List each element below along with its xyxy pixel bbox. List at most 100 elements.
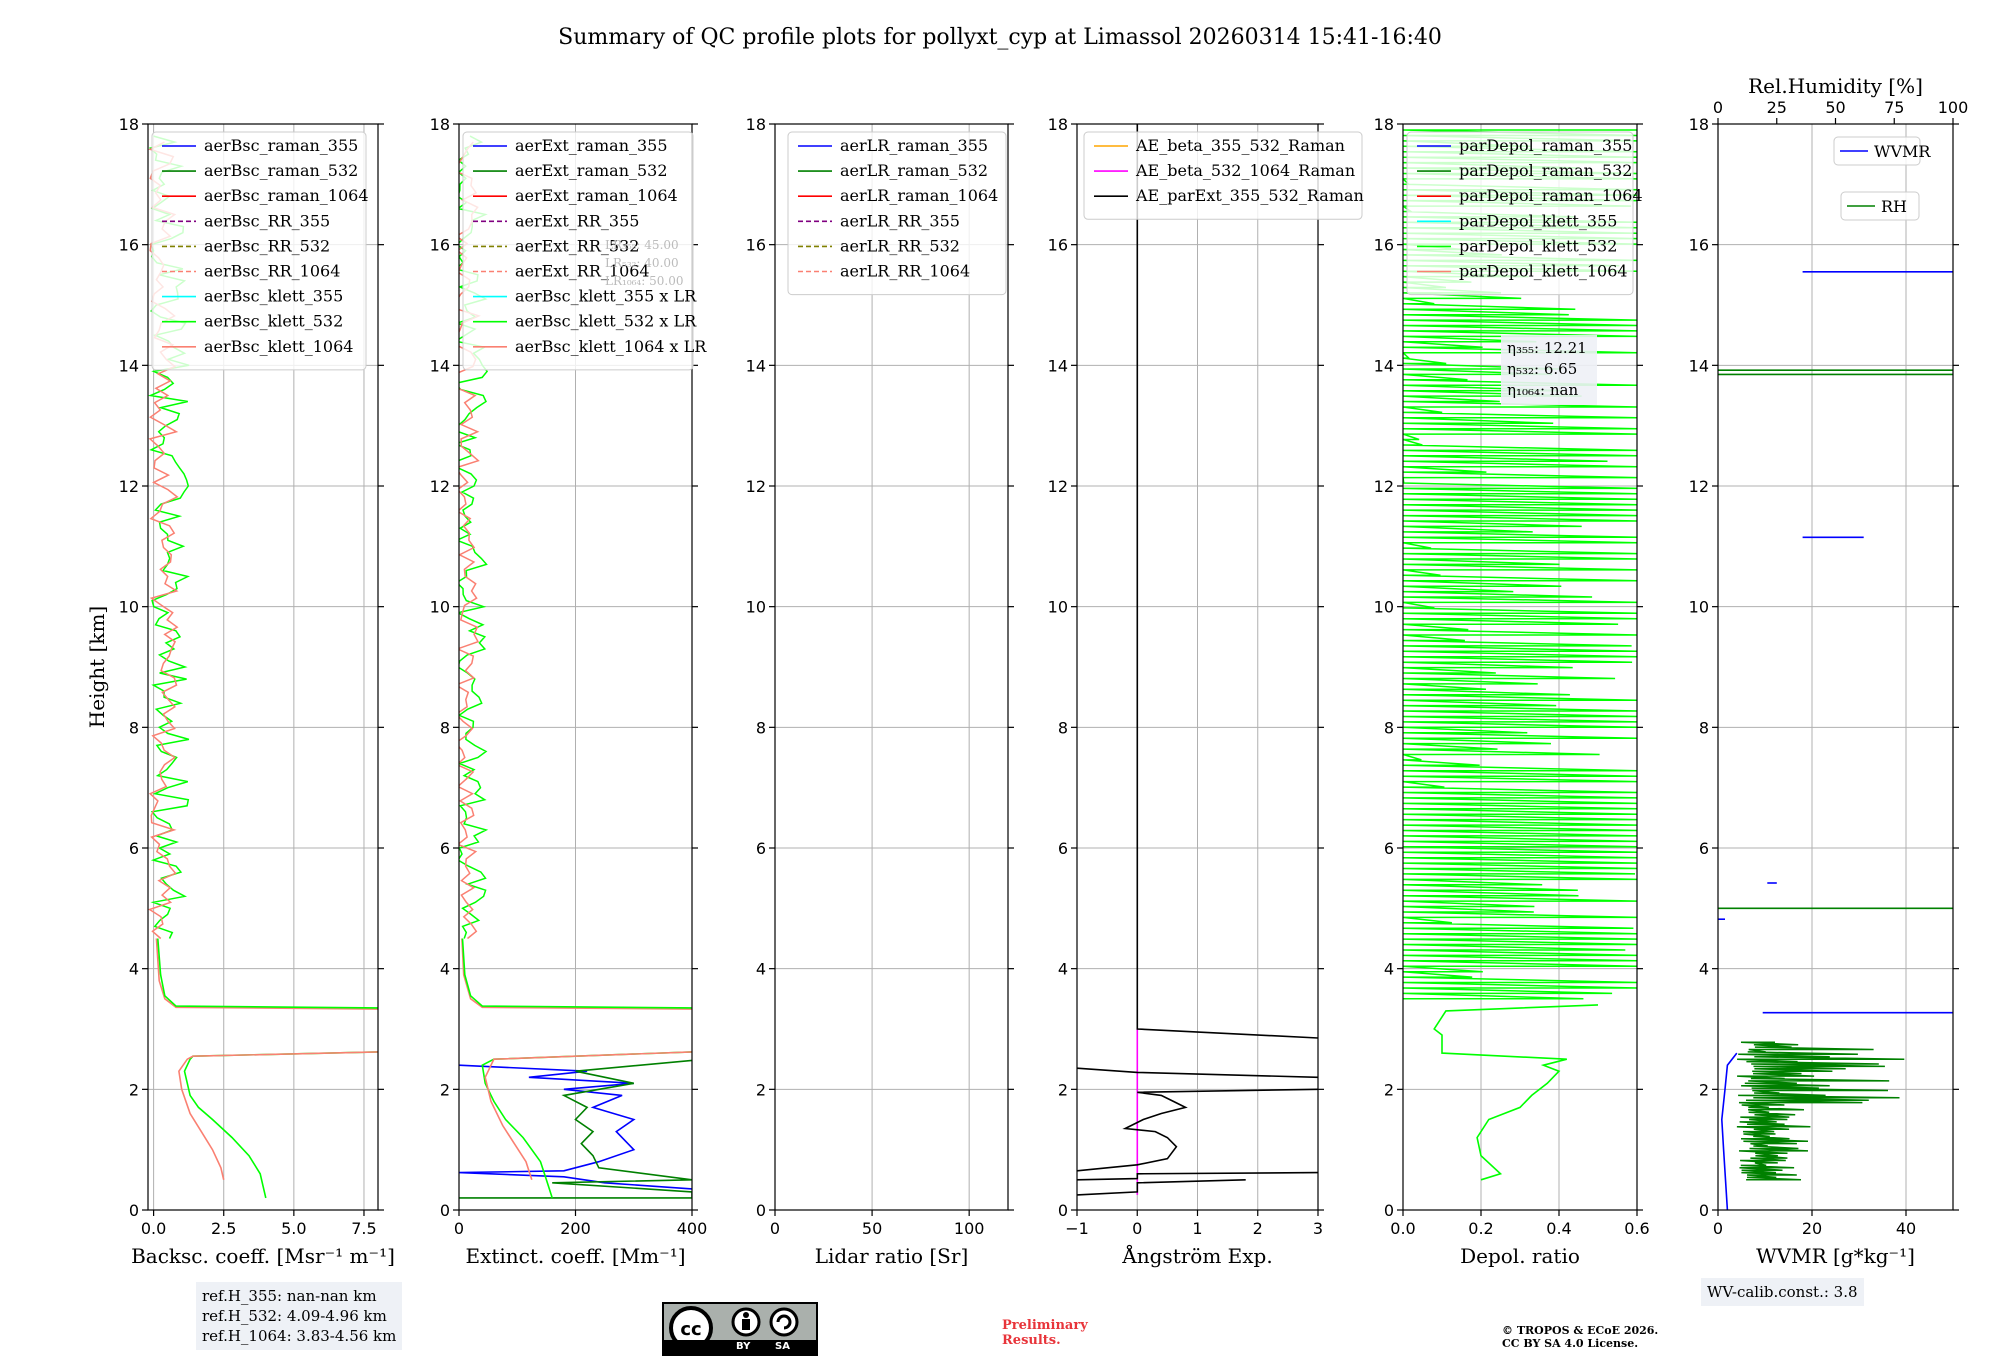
legend-label: aerBsc_raman_1064 xyxy=(204,186,369,205)
rh-profile xyxy=(1736,1041,1905,1181)
x-tick-label: 2.5 xyxy=(211,1219,236,1238)
legend-label: aerBsc_klett_355 x LR xyxy=(515,287,697,306)
legend-label: aerBsc_raman_355 xyxy=(204,136,358,155)
legend-label: parDepol_raman_1064 xyxy=(1459,186,1643,205)
legend-label: WVMR xyxy=(1874,142,1931,161)
y-tick-label: 8 xyxy=(1058,718,1068,737)
cc-icon: cc xyxy=(669,1306,799,1350)
y-tick-label: 6 xyxy=(1058,839,1068,858)
plot-area xyxy=(1718,124,1953,1210)
legend-label: aerBsc_raman_532 xyxy=(204,161,358,180)
legend-label: aerLR_raman_532 xyxy=(840,161,988,180)
eta-annotation: η₃₅₅: 12.21 xyxy=(1507,339,1587,357)
top-axis-label: Rel.Humidity [%] xyxy=(1748,74,1923,98)
x-tick-label: 200 xyxy=(560,1219,591,1238)
y-tick-label: 10 xyxy=(119,598,139,617)
legend-label: aerExt_RR_532 xyxy=(515,236,639,255)
series-aerExt_raman_532 xyxy=(459,1059,692,1199)
panel-frame xyxy=(1402,123,1638,1211)
x-tick-label: −1 xyxy=(1065,1219,1089,1238)
y-tick-label: 0 xyxy=(1384,1201,1394,1220)
y-tick-label: 6 xyxy=(1699,839,1709,858)
series-AE_parExt_355_532_Raman_d xyxy=(1077,1067,1318,1079)
legend-label: aerExt_RR_1064 xyxy=(515,262,650,281)
svg-text:cc: cc xyxy=(680,1319,701,1340)
y-tick-label: 18 xyxy=(119,115,139,134)
series-aerExt_raman_355 xyxy=(459,1064,692,1190)
y-tick-label: 18 xyxy=(430,115,450,134)
x-tick-label: 0 xyxy=(454,1219,464,1238)
y-tick-label: 2 xyxy=(1058,1080,1068,1099)
y-tick-label: 14 xyxy=(430,356,450,375)
x-tick-label: 0 xyxy=(1132,1219,1142,1238)
panel-depol: 0 2 4 6 8 10 12 14 16 18 0.0 0.2 0.4 0.6 Depol. ratio p… xyxy=(1374,115,1650,1268)
copyright-note: © TROPOS & ECoE 2026. CC BY SA 4.0 Licen… xyxy=(1502,1324,1658,1350)
y-tick-label: 2 xyxy=(129,1080,139,1099)
y-tick-label: 16 xyxy=(1048,236,1068,255)
panel-frame xyxy=(774,123,1009,1211)
series-aerBsc_klett_1064_upper xyxy=(155,938,378,1010)
plot-area xyxy=(1077,124,1318,1210)
top-tick-label: 25 xyxy=(1767,98,1787,117)
y-tick-label: 2 xyxy=(756,1080,766,1099)
legend-label: aerLR_RR_532 xyxy=(840,236,960,255)
ref-h-355: ref.H_355: nan-nan km xyxy=(202,1287,377,1305)
legend-label: aerBsc_RR_532 xyxy=(204,236,330,255)
plot-area xyxy=(1403,124,1637,1210)
y-tick-label: 0 xyxy=(1058,1201,1068,1220)
y-tick-label: 18 xyxy=(746,115,766,134)
legend-label: aerLR_raman_1064 xyxy=(840,186,998,205)
y-tick-label: 16 xyxy=(1689,236,1709,255)
x-tick-label: 0 xyxy=(770,1219,780,1238)
series-AE_parExt_355_532_Raman_e xyxy=(1136,124,1318,1039)
y-tick-label: 16 xyxy=(1374,236,1394,255)
series-aerBsc_klett_532 x LR xyxy=(481,1051,692,1199)
y-tick-label: 0 xyxy=(129,1201,139,1220)
panel-frame xyxy=(147,123,379,1211)
y-tick-label: 14 xyxy=(1374,356,1394,375)
x-tick-label: 7.5 xyxy=(351,1219,376,1238)
top-tick-label: 0 xyxy=(1713,98,1723,117)
legend-label: aerExt_RR_355 xyxy=(515,211,639,230)
y-tick-label: 4 xyxy=(1384,960,1394,979)
series-AE_parExt_355_532_Raman_c xyxy=(1077,1088,1318,1172)
legend-label: RH xyxy=(1881,197,1907,216)
series-klett_upper_lime xyxy=(461,938,692,1009)
x-tick-label: 100 xyxy=(954,1219,985,1238)
y-tick-label: 18 xyxy=(1048,115,1068,134)
y-tick-label: 4 xyxy=(1699,960,1709,979)
y-tick-label: 4 xyxy=(129,960,139,979)
y-tick-label: 4 xyxy=(1058,960,1068,979)
y-tick-label: 18 xyxy=(1374,115,1394,134)
legend-label: parDepol_klett_355 xyxy=(1459,211,1617,230)
eta-annotation: η₅₃₂: 6.65 xyxy=(1507,360,1577,378)
y-tick-label: 2 xyxy=(440,1080,450,1099)
x-tick-label: 50 xyxy=(862,1219,882,1238)
y-tick-label: 0 xyxy=(1699,1201,1709,1220)
lidar-ratio-annotation: LR₅₃₂: 40.00 xyxy=(605,256,679,270)
series-AE_parExt_355_532_Raman_b xyxy=(1077,1171,1318,1181)
legend-label: aerBsc_klett_1064 xyxy=(204,337,353,356)
y-tick-label: 12 xyxy=(1374,477,1394,496)
y-tick-label: 4 xyxy=(756,960,766,979)
wv-calibration-box: WV-calib.const.: 3.8 xyxy=(1701,1278,1864,1306)
x-axis-label: WVMR [g*kg⁻¹] xyxy=(1756,1244,1915,1268)
legend-label: parDepol_klett_1064 xyxy=(1459,262,1628,281)
copyright-line-1: © TROPOS & ECoE 2026. xyxy=(1502,1324,1659,1337)
y-tick-label: 8 xyxy=(1699,718,1709,737)
x-tick-label: 0 xyxy=(1713,1219,1723,1238)
y-tick-label: 8 xyxy=(440,718,450,737)
panel-frame xyxy=(1717,123,1954,1211)
top-tick-label: 75 xyxy=(1884,98,1904,117)
y-tick-label: 6 xyxy=(756,839,766,858)
x-tick-label: 0.6 xyxy=(1624,1219,1649,1238)
y-tick-label: 14 xyxy=(1689,356,1709,375)
y-tick-label: 6 xyxy=(440,839,450,858)
figure-title: Summary of QC profile plots for pollyxt_… xyxy=(558,25,1442,50)
y-tick-label: 12 xyxy=(1689,477,1709,496)
x-tick-label: 1 xyxy=(1192,1219,1202,1238)
preliminary-line-2: Results. xyxy=(1002,1333,1061,1348)
